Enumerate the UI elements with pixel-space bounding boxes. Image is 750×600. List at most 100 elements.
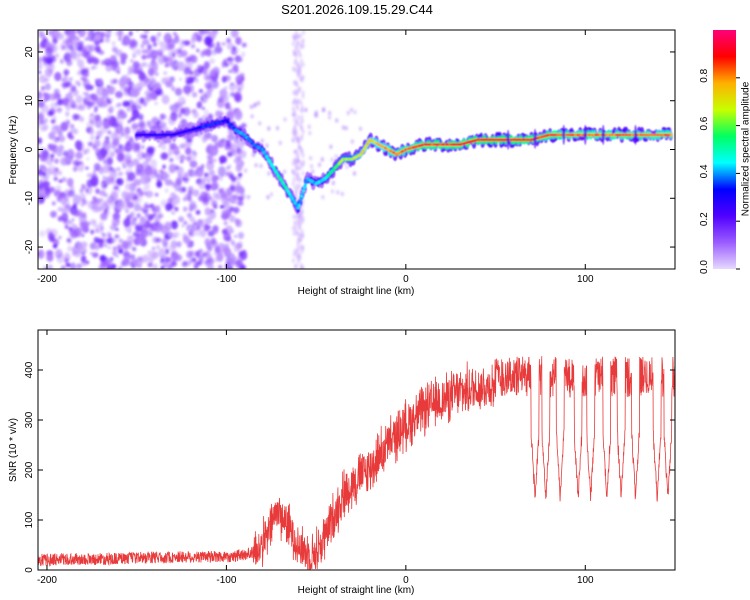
noise-blob [64, 204, 72, 213]
noise-blob [171, 220, 178, 230]
noise-blob [160, 41, 168, 51]
noise-streak [291, 258, 295, 264]
noise-blob [163, 71, 168, 75]
noise-blob [173, 31, 177, 36]
noise-blob [181, 186, 187, 193]
noise-blob [72, 56, 76, 61]
noise-blob [99, 254, 107, 262]
noise-blob [139, 216, 147, 225]
noise-blob [95, 188, 100, 194]
noise-blob [92, 198, 99, 203]
noise-blob [120, 52, 128, 61]
noise-blob [217, 166, 226, 178]
noise-blob [161, 145, 167, 151]
noise-blob [111, 150, 116, 156]
noise-blob [72, 113, 79, 121]
noise-blob [91, 93, 95, 97]
noise-blob [124, 183, 132, 191]
noise-blob [135, 98, 142, 107]
x-tick-label: 0 [403, 274, 409, 285]
noise-blob [330, 157, 334, 163]
noise-blob [253, 102, 257, 107]
noise-blob [53, 189, 61, 198]
noise-blob [44, 118, 49, 123]
noise-blob [103, 243, 108, 248]
noise-blob [130, 217, 137, 226]
noise-blob [89, 134, 96, 141]
noise-blob [147, 262, 153, 268]
noise-blob [57, 129, 63, 137]
noise-blob [97, 118, 104, 126]
noise-blob [135, 163, 144, 173]
noise-blob [349, 107, 354, 113]
noise-blob [128, 136, 134, 142]
colorbar-tick-label: 0.0 [699, 260, 710, 274]
noise-blob [269, 192, 274, 197]
noise-streak [301, 62, 305, 68]
noise-blob [102, 175, 106, 180]
ridge-spike [506, 129, 510, 150]
noise-blob [224, 142, 232, 151]
noise-blob [221, 41, 226, 46]
noise-blob [173, 36, 180, 44]
noise-blob [226, 56, 234, 63]
noise-blob [64, 257, 69, 264]
noise-blob [225, 171, 230, 177]
y-tick-label: 400 [24, 361, 35, 378]
x-tick-label: 100 [577, 575, 594, 586]
noise-blob [54, 167, 59, 172]
noise-blob [61, 45, 66, 50]
noise-blob [350, 139, 354, 144]
noise-blob [38, 185, 44, 190]
noise-blob [69, 100, 77, 109]
noise-blob [64, 224, 69, 230]
noise-blob [137, 222, 142, 226]
noise-blob [235, 36, 242, 45]
noise-blob [40, 41, 47, 49]
noise-blob [198, 220, 202, 224]
noise-streak [301, 171, 305, 177]
noise-blob [358, 126, 363, 131]
noise-blob [226, 236, 232, 242]
noise-blob [104, 136, 110, 141]
noise-blob [156, 180, 163, 188]
noise-blob [81, 252, 86, 255]
noise-blob [167, 197, 173, 204]
noise-streak [292, 231, 296, 237]
colorbar-ticks: 0.0 0.2 0.4 0.6 0.8 [699, 68, 740, 274]
noise-blob [293, 149, 297, 154]
noise-blob [209, 210, 217, 220]
noise-streak [292, 49, 296, 55]
x-tick-label: -100 [216, 274, 236, 285]
noise-streak [297, 34, 301, 40]
noise-blob [106, 210, 111, 216]
noise-blob [308, 130, 312, 136]
noise-blob [62, 85, 66, 90]
noise-blob [92, 144, 97, 150]
noise-blob [132, 246, 137, 252]
noise-blob [69, 229, 78, 239]
noise-blob [118, 266, 122, 269]
noise-blob [95, 244, 100, 251]
noise-blob [139, 113, 144, 118]
noise-blob [85, 166, 89, 170]
noise-blob [151, 61, 159, 71]
noise-blob [204, 183, 211, 189]
noise-blob [190, 43, 196, 49]
noise-blob [135, 223, 144, 232]
noise-blob [165, 202, 173, 212]
noise-blob [219, 187, 225, 194]
noise-blob [189, 70, 194, 76]
noise-blob [107, 107, 114, 113]
noise-blob [83, 50, 91, 60]
noise-blob [141, 54, 147, 60]
noise-streak [291, 169, 295, 175]
noise-blob [59, 59, 65, 65]
spectrogram-ridge [134, 115, 673, 215]
noise-streak [298, 216, 302, 222]
noise-blob [76, 263, 82, 269]
noise-blob [134, 142, 141, 151]
noise-streak [291, 160, 295, 166]
noise-streak [300, 136, 304, 142]
noise-blob [42, 34, 46, 40]
